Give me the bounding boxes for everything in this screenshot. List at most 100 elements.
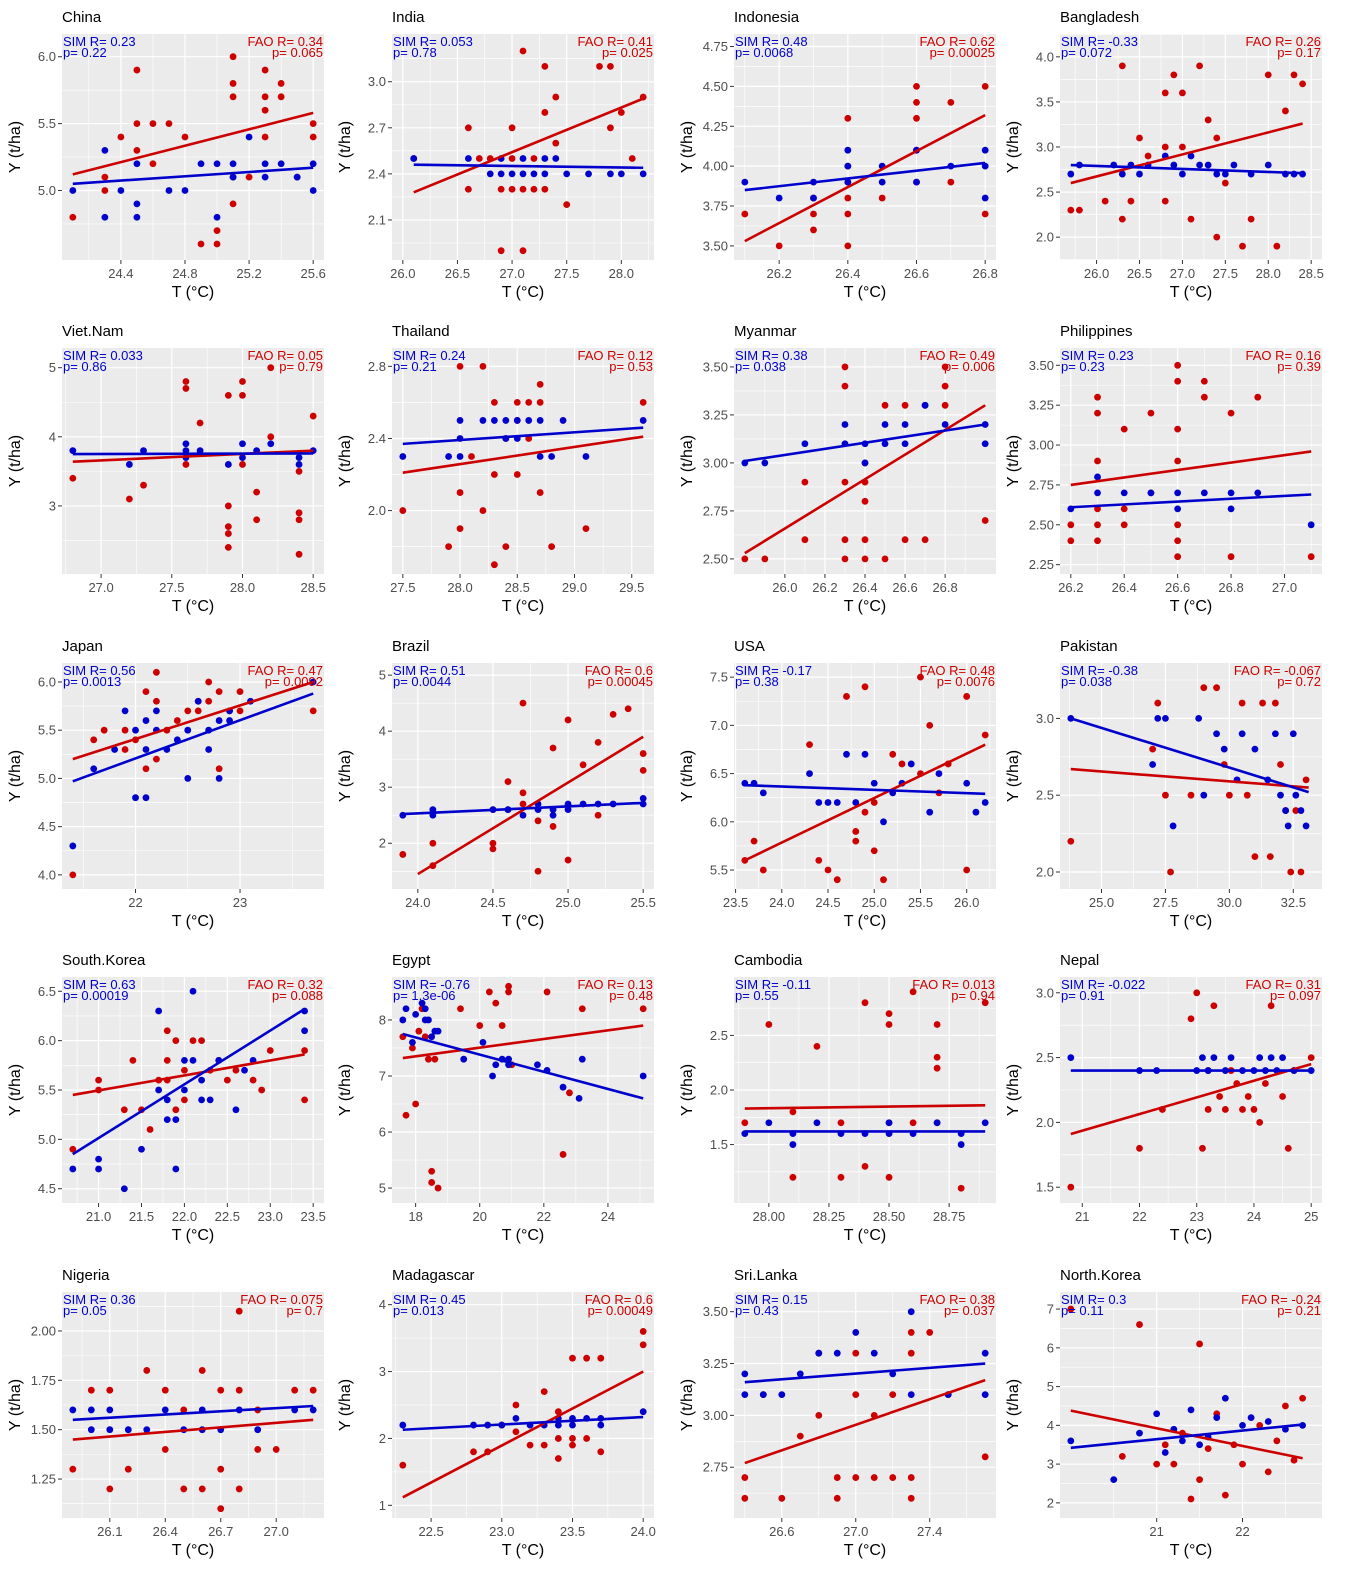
- y-tick-label: 2.8: [368, 359, 386, 374]
- sim-p-annotation: p= 0.91: [1061, 988, 1105, 1003]
- sim-fit-line: [402, 1032, 644, 1100]
- x-tick-label: 22.0: [172, 1209, 197, 1224]
- fao-point: [224, 391, 232, 399]
- panel-background: [1060, 1292, 1322, 1518]
- x-tick-label: 24.0: [405, 895, 430, 910]
- sim-point: [402, 1005, 410, 1013]
- fao-point: [597, 1448, 605, 1456]
- fao-point: [775, 242, 783, 250]
- fao-point: [1261, 1080, 1269, 1087]
- y-tick-label: 4.75: [703, 39, 728, 54]
- fao-point: [217, 1465, 225, 1473]
- y-tick-label: 3: [49, 498, 56, 513]
- sim-point: [575, 1095, 583, 1102]
- fao-point: [870, 847, 878, 855]
- panel-title: Viet.Nam: [62, 323, 123, 340]
- sim-point: [95, 1165, 102, 1173]
- x-tick-label: 26.2: [812, 580, 837, 595]
- y-tick-label: 5: [1047, 1379, 1054, 1394]
- fao-point: [1299, 80, 1306, 88]
- y-tick-label: 4.00: [703, 159, 728, 174]
- fao-point: [69, 474, 77, 482]
- sim-point: [1204, 161, 1212, 169]
- fao-point: [445, 543, 453, 551]
- fao-point: [431, 1055, 439, 1063]
- sim-point: [796, 1370, 804, 1378]
- y-tick-label: 7: [379, 1068, 386, 1083]
- panel-myanmar: 26.0 26.2 26.4 26.6 26.8 2.50 2.75 3.00 3.25 3.50…: [679, 323, 996, 615]
- fao-point: [947, 98, 955, 106]
- fao-fit-line: [72, 1053, 305, 1097]
- x-axis-title: T (°C): [1170, 1227, 1213, 1244]
- sim-point: [508, 170, 516, 178]
- fao-point: [1144, 152, 1152, 160]
- fao-point: [861, 555, 869, 563]
- x-tick-label: 22: [1132, 1209, 1146, 1224]
- fao-point: [1161, 143, 1169, 151]
- fao-point: [261, 106, 269, 114]
- fao-fit-line: [402, 1370, 644, 1499]
- x-axis-title: T (°C): [172, 913, 215, 930]
- sim-point: [1094, 489, 1101, 497]
- fao-point: [399, 507, 407, 514]
- fao-point: [505, 988, 512, 996]
- y-tick-label: 2.4: [368, 166, 386, 181]
- fao-point: [1267, 1002, 1275, 1010]
- fao-point: [163, 1027, 171, 1035]
- y-tick-label: 2.75: [703, 1460, 728, 1475]
- fao-point: [1174, 553, 1182, 561]
- x-tick-label: 27.5: [554, 266, 579, 281]
- panel-background: [734, 1292, 996, 1518]
- y-tick-label: 2.1: [368, 212, 386, 227]
- y-tick-label: 1.50: [31, 1422, 56, 1437]
- fao-point: [552, 93, 560, 101]
- sim-point: [182, 440, 190, 448]
- fao-point: [844, 194, 852, 202]
- fao-point: [106, 1485, 114, 1493]
- sim-point: [759, 789, 767, 797]
- sim-point: [142, 746, 150, 753]
- sim-point: [196, 447, 204, 455]
- fao-point: [181, 1066, 188, 1074]
- panel-title: Myanmar: [734, 323, 797, 340]
- panel-title: Thailand: [392, 323, 450, 340]
- fao-point: [741, 210, 749, 218]
- y-tick-label: 2.5: [1036, 1050, 1054, 1065]
- sim-r-annotation: SIM R= -0.11: [735, 977, 811, 992]
- sim-fit-line: [72, 1404, 314, 1422]
- sim-point: [132, 794, 139, 802]
- fao-fit-line: [72, 1418, 314, 1441]
- sim-point: [972, 808, 980, 816]
- fao-point: [852, 1391, 860, 1399]
- sim-fit-line: [72, 1007, 306, 1156]
- sim-point: [881, 421, 889, 428]
- sim-point: [957, 1141, 965, 1148]
- sim-point: [182, 447, 190, 455]
- sim-point: [142, 794, 150, 802]
- fao-point: [852, 828, 860, 835]
- sim-p-annotation: p= 0.43: [735, 1303, 779, 1318]
- sim-point: [101, 146, 109, 154]
- fao-r-annotation: FAO R= 0.075: [240, 1292, 323, 1307]
- fao-p-annotation: p= 0.0076: [937, 674, 995, 689]
- fao-fit-line: [744, 1103, 986, 1110]
- fao-point: [1250, 1106, 1258, 1113]
- sim-point: [153, 707, 160, 715]
- fao-point: [1200, 377, 1208, 385]
- y-axis-title: Y (t/ha): [1005, 750, 1022, 802]
- fao-p-annotation: p= 0.025: [602, 45, 653, 60]
- x-tick-label: 28.50: [873, 1209, 906, 1224]
- sim-point: [639, 417, 647, 424]
- x-tick-label: 26.4: [835, 266, 860, 281]
- sim-point: [541, 155, 549, 162]
- fao-point: [267, 433, 275, 441]
- y-tick-label: 4: [49, 429, 56, 444]
- fao-point: [548, 543, 556, 551]
- sim-point: [90, 765, 98, 773]
- fao-point: [1282, 1402, 1289, 1410]
- sim-point: [815, 799, 823, 806]
- x-tick-label: 18: [408, 1209, 422, 1224]
- fao-point: [476, 1022, 484, 1029]
- sim-point: [1292, 791, 1300, 799]
